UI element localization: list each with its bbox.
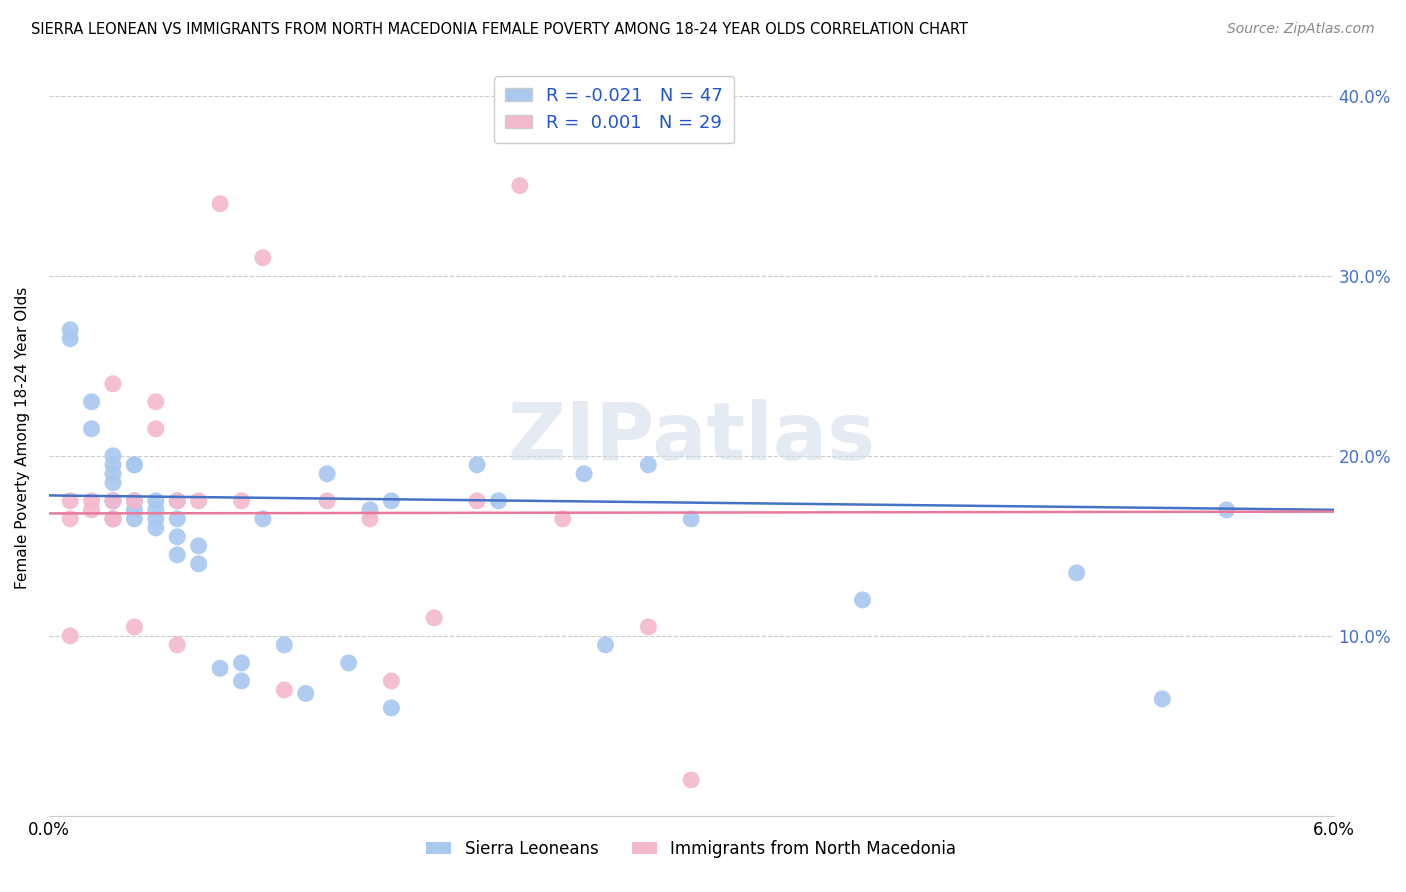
Text: Source: ZipAtlas.com: Source: ZipAtlas.com bbox=[1227, 22, 1375, 37]
Point bbox=[209, 661, 232, 675]
Point bbox=[187, 539, 209, 553]
Point bbox=[273, 638, 295, 652]
Point bbox=[551, 512, 574, 526]
Point bbox=[423, 611, 446, 625]
Point bbox=[101, 512, 124, 526]
Point bbox=[337, 656, 360, 670]
Point bbox=[851, 593, 873, 607]
Point bbox=[145, 521, 167, 535]
Point bbox=[316, 493, 339, 508]
Legend: Sierra Leoneans, Immigrants from North Macedonia: Sierra Leoneans, Immigrants from North M… bbox=[419, 833, 963, 864]
Point bbox=[101, 493, 124, 508]
Point bbox=[145, 394, 167, 409]
Point bbox=[80, 503, 103, 517]
Point bbox=[59, 512, 82, 526]
Text: SIERRA LEONEAN VS IMMIGRANTS FROM NORTH MACEDONIA FEMALE POVERTY AMONG 18-24 YEA: SIERRA LEONEAN VS IMMIGRANTS FROM NORTH … bbox=[31, 22, 967, 37]
Point bbox=[124, 512, 146, 526]
Point bbox=[145, 493, 167, 508]
Point bbox=[380, 673, 402, 688]
Point bbox=[124, 458, 146, 472]
Point bbox=[231, 493, 253, 508]
Point bbox=[101, 449, 124, 463]
Point bbox=[380, 701, 402, 715]
Point bbox=[59, 493, 82, 508]
Point bbox=[1066, 566, 1088, 580]
Point bbox=[80, 422, 103, 436]
Point bbox=[595, 638, 617, 652]
Point bbox=[1215, 503, 1237, 517]
Point bbox=[1152, 692, 1174, 706]
Y-axis label: Female Poverty Among 18-24 Year Olds: Female Poverty Among 18-24 Year Olds bbox=[15, 286, 30, 589]
Point bbox=[101, 493, 124, 508]
Point bbox=[166, 638, 188, 652]
Point bbox=[187, 557, 209, 571]
Point bbox=[101, 376, 124, 391]
Point bbox=[101, 475, 124, 490]
Point bbox=[101, 493, 124, 508]
Point bbox=[637, 620, 659, 634]
Point bbox=[572, 467, 595, 481]
Point bbox=[124, 620, 146, 634]
Point bbox=[124, 493, 146, 508]
Point bbox=[465, 493, 488, 508]
Point bbox=[101, 512, 124, 526]
Point bbox=[166, 493, 188, 508]
Point bbox=[166, 512, 188, 526]
Point bbox=[465, 458, 488, 472]
Point bbox=[359, 512, 381, 526]
Point bbox=[231, 656, 253, 670]
Point bbox=[124, 493, 146, 508]
Point bbox=[681, 772, 703, 787]
Point bbox=[101, 512, 124, 526]
Point bbox=[166, 530, 188, 544]
Point bbox=[681, 512, 703, 526]
Point bbox=[488, 493, 510, 508]
Point bbox=[273, 682, 295, 697]
Point bbox=[509, 178, 531, 193]
Point bbox=[166, 548, 188, 562]
Point bbox=[145, 512, 167, 526]
Point bbox=[101, 458, 124, 472]
Point bbox=[316, 467, 339, 481]
Point bbox=[124, 503, 146, 517]
Text: ZIPatlas: ZIPatlas bbox=[508, 399, 876, 477]
Point bbox=[359, 503, 381, 517]
Point bbox=[59, 323, 82, 337]
Point bbox=[145, 503, 167, 517]
Point bbox=[59, 629, 82, 643]
Point bbox=[80, 394, 103, 409]
Point bbox=[637, 458, 659, 472]
Point bbox=[101, 467, 124, 481]
Point bbox=[380, 493, 402, 508]
Point bbox=[294, 686, 316, 700]
Point bbox=[145, 422, 167, 436]
Point bbox=[187, 493, 209, 508]
Point bbox=[124, 458, 146, 472]
Point bbox=[252, 512, 274, 526]
Point bbox=[231, 673, 253, 688]
Point bbox=[252, 251, 274, 265]
Point bbox=[209, 196, 232, 211]
Point bbox=[166, 493, 188, 508]
Point bbox=[59, 332, 82, 346]
Point bbox=[80, 493, 103, 508]
